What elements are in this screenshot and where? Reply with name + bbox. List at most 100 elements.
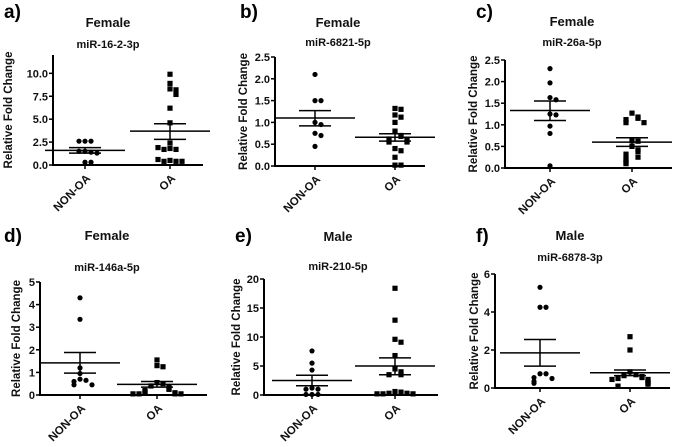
chart-title: Male — [324, 229, 353, 244]
data-point — [635, 154, 641, 160]
data-point — [142, 390, 148, 396]
y-tick-label: 0.0 — [485, 163, 500, 175]
data-point — [635, 115, 641, 121]
data-point — [167, 80, 173, 87]
data-point — [392, 145, 398, 152]
data-point — [627, 347, 633, 353]
data-point — [553, 112, 559, 118]
data-point — [179, 158, 185, 164]
data-point — [303, 386, 309, 392]
data-point — [309, 360, 315, 366]
y-tick-label: 10.0 — [27, 68, 48, 80]
data-point — [537, 371, 543, 377]
data-point — [173, 91, 179, 98]
data-point — [392, 285, 398, 291]
data-point — [549, 375, 555, 382]
data-point — [398, 339, 404, 345]
data-point — [547, 123, 553, 129]
data-point — [386, 136, 392, 142]
data-point — [537, 284, 543, 290]
data-point — [392, 119, 398, 125]
y-tick-label: 1.5 — [255, 96, 270, 108]
x-tick-label: OA — [157, 173, 178, 194]
y-axis-label: Relative Fold Change — [469, 273, 481, 390]
y-tick-label: 0.0 — [33, 160, 48, 172]
data-point — [160, 364, 166, 370]
panel-label: d) — [4, 226, 22, 247]
data-point — [392, 388, 398, 395]
data-point — [167, 120, 173, 126]
chart-title: Female — [316, 15, 361, 30]
data-point — [635, 148, 641, 155]
y-tick-label: 10 — [247, 332, 259, 344]
data-point — [167, 86, 173, 92]
data-point — [303, 391, 309, 398]
data-point — [392, 317, 398, 323]
data-point — [629, 110, 635, 116]
y-axis-label: Relative Fold Change — [3, 52, 15, 169]
data-point — [318, 98, 324, 104]
data-point — [392, 105, 398, 112]
y-tick-label: 1.0 — [255, 117, 270, 129]
data-point — [89, 382, 95, 388]
data-point — [543, 371, 549, 377]
data-point — [398, 148, 404, 154]
data-point — [161, 146, 167, 153]
y-tick-label: 5 — [253, 361, 259, 373]
y-tick-label: 4 — [484, 307, 491, 319]
y-tick-label: 2.0 — [485, 77, 500, 89]
chart-title: Female — [550, 14, 595, 29]
data-point — [88, 159, 94, 165]
data-point — [547, 80, 553, 86]
data-point — [173, 158, 179, 164]
y-axis-label: Relative Fold Change — [468, 56, 480, 173]
data-point — [312, 98, 318, 104]
y-tick-label: 0.5 — [485, 141, 500, 153]
data-point — [167, 140, 173, 146]
data-point — [173, 87, 179, 93]
data-point — [623, 117, 629, 123]
data-point — [172, 391, 178, 397]
data-point — [318, 132, 324, 139]
panel-c: c) Female miR-26a-5p Relative Fold Change 0.… — [468, 2, 672, 217]
data-point — [547, 130, 553, 137]
panel-label: f) — [476, 226, 489, 247]
data-point — [309, 391, 315, 398]
data-point — [392, 352, 398, 359]
x-tick-label: OA — [144, 403, 165, 424]
y-axis-label: Relative Fold Change — [11, 280, 23, 397]
y-tick-label: 5 — [29, 277, 35, 289]
x-tick-label: NON-OA — [507, 396, 548, 437]
data-point — [309, 367, 315, 373]
panel-label: a) — [4, 2, 21, 23]
chart-title: Female — [85, 228, 130, 243]
data-point — [543, 304, 549, 310]
data-point — [173, 146, 179, 153]
panel-f: f) Male miR-6878-3p Relative Fold Change 0 2 4… — [469, 226, 670, 437]
panel-b: b) Female miR-6821-5p Relative Fold Change 0… — [238, 2, 435, 215]
data-point — [398, 114, 404, 120]
data-point — [83, 377, 89, 383]
data-point — [623, 120, 629, 126]
data-point — [312, 71, 318, 78]
y-tick-label: 2 — [29, 345, 35, 357]
data-point — [615, 375, 621, 382]
data-point — [410, 391, 416, 397]
data-point — [404, 139, 410, 145]
x-tick-label: OA — [382, 174, 403, 195]
chart-subtitle: miR-16-2-3p — [77, 39, 140, 51]
chart-subtitle: miR-26a-5p — [542, 37, 602, 49]
y-tick-label: 1 — [29, 367, 35, 379]
data-point — [167, 105, 173, 111]
data-point — [531, 380, 537, 386]
data-point — [315, 391, 321, 398]
x-tick-label: OA — [619, 176, 640, 197]
data-point — [155, 156, 161, 163]
y-tick-label: 20 — [247, 274, 259, 286]
data-point — [609, 376, 615, 383]
y-tick-label: 0 — [29, 390, 35, 402]
data-point — [398, 389, 404, 395]
y-tick-label: 0 — [484, 383, 490, 395]
data-point — [167, 71, 173, 77]
